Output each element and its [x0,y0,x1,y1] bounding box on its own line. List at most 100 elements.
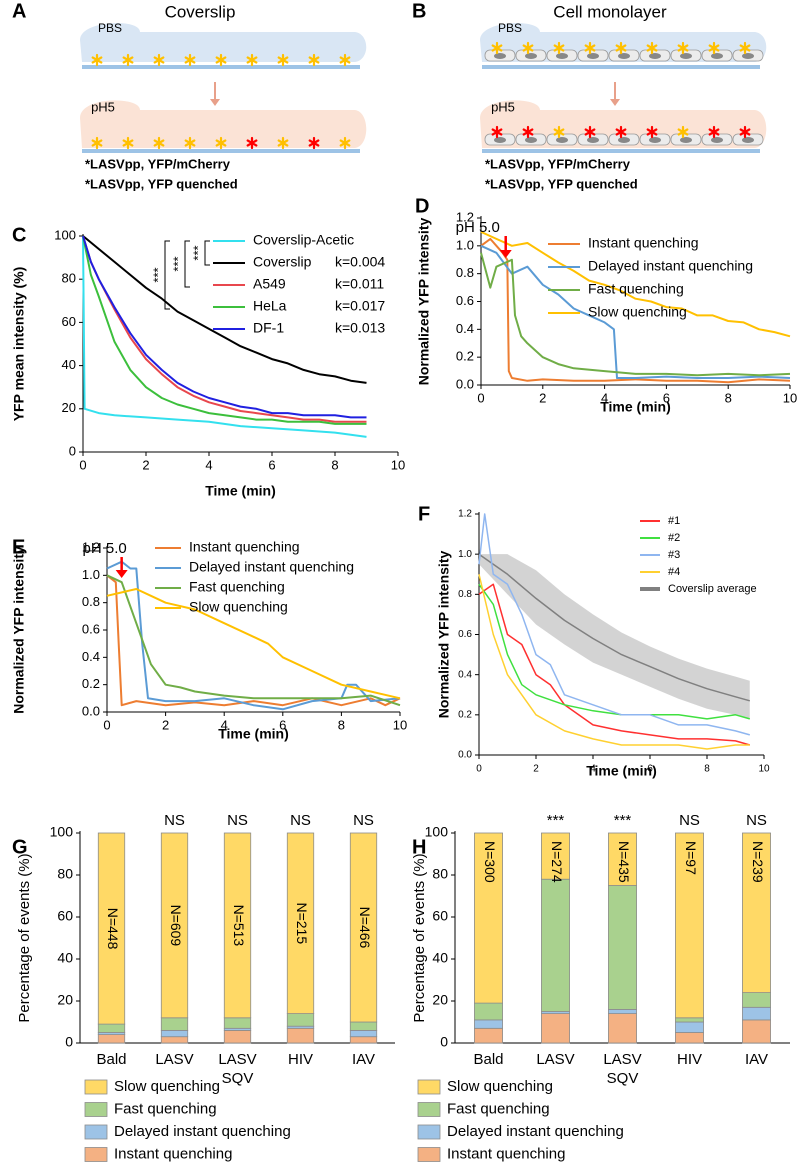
legend-label: Coverslip average [668,583,757,595]
y-tick-label: 0.8 [456,265,474,280]
particle-arm [584,128,596,136]
bar-segment [286,1027,315,1044]
legend-annotation: k=0.017 [335,298,385,314]
particle [277,53,289,67]
y-tick-label: 0.4 [456,321,474,336]
y-tick-label: 0.8 [82,594,100,609]
legend-label: Delayed instant quenching [447,1123,624,1140]
y-axis-label: Percentage of events (%) [411,853,428,1022]
x-tick-label: 6 [268,457,275,472]
legend-annotation: k=0.011 [335,276,384,292]
legend-swatch [84,1124,108,1140]
legend-label: A549 [253,276,286,292]
n-label: N=239 [750,841,766,883]
y-tick-label: 1.2 [458,509,472,520]
x-tick-label: 10 [393,717,407,732]
annotation-arrowhead [499,250,512,258]
y-tick-label: 1.2 [456,209,474,224]
y-tick-label: 0.2 [456,349,474,364]
buffer-label: PBS [498,21,522,35]
y-tick-label: 0.6 [82,621,100,636]
bar-segment [97,1023,126,1033]
particle [184,53,196,67]
x-tick-label: 4 [590,764,596,775]
particle-arm [153,139,165,147]
bar-segment [608,832,637,886]
particle [339,136,351,150]
bar-segment [349,1036,378,1044]
buffer-label: PBS [98,21,122,35]
y-tick-label: 0.2 [458,709,472,720]
bar-segment [675,1032,704,1044]
data-line [82,235,367,425]
nucleus [649,137,661,143]
particle [308,136,320,150]
buffer-label: pH5 [91,99,115,114]
x-tick-label: 2 [142,457,149,472]
particle-arm [153,56,165,64]
particle-arm [339,56,351,64]
panel-label: C [12,224,26,246]
particle [584,125,596,139]
nucleus [618,53,630,59]
panel-label: D [415,195,429,217]
panel-label: B [412,0,426,22]
legend-text: *LASVpp, YFP/mCherry [85,156,231,171]
x-tick-label: 10 [391,457,405,472]
y-tick-label: 0.4 [458,669,472,680]
bar-segment [742,832,771,994]
y-tick-label: 100 [50,824,74,840]
bar-segment [675,1017,704,1023]
y-tick-label: 40 [432,950,448,966]
x-tick-label: Bald [473,1051,503,1068]
x-tick-label: 10 [783,390,797,405]
particle-arm [677,128,689,136]
n-label: N=215 [294,902,310,944]
data-line [82,235,367,384]
particle [522,41,534,55]
nucleus [742,53,754,59]
particle-arm [122,139,134,147]
particle-arm [708,44,720,52]
bar-segment [97,1034,126,1044]
data-line [106,574,401,707]
significance-bracket [204,240,210,266]
particle-arm [522,128,534,136]
y-tick-label: 100 [425,824,449,840]
legend-label: Coverslip [253,254,312,270]
legend-label: Delayed instant quenching [588,258,753,274]
legend-annotation: k=0.013 [335,320,385,336]
y-tick-label: 60 [432,908,448,924]
particle-arm [615,128,627,136]
significance-label: *** [170,256,185,271]
x-tick-sublabel: SQV [607,1070,639,1087]
x-tick-label: 2 [162,717,169,732]
particle [308,53,320,67]
panel-label: G [12,836,28,858]
particle [153,136,165,150]
y-tick-label: 0 [440,1034,448,1050]
y-tick-label: 20 [432,992,448,1008]
legend-swatch [84,1102,108,1117]
x-tick-label: 2 [533,764,539,775]
y-axis-label: YFP mean intensity (%) [11,267,27,422]
annotation-arrowhead [115,570,128,578]
significance-label: NS [679,812,700,829]
y-tick-label: 0 [65,1034,73,1050]
data-line [478,553,751,702]
y-tick-label: 60 [62,314,76,329]
y-tick-label: 1.0 [82,567,100,582]
panel-label: A [12,0,26,22]
buffer-label: pH5 [491,99,515,114]
panel-label: E [12,536,25,558]
legend-label: Instant quenching [114,1145,232,1162]
x-tick-label: 8 [704,764,710,775]
y-tick-label: 60 [57,908,73,924]
x-tick-label: 6 [647,764,653,775]
data-line [480,244,791,379]
y-tick-label: 80 [57,866,73,882]
y-axis-label: Percentage of events (%) [16,853,33,1022]
bar-segment [608,1009,637,1015]
significance-label: NS [353,812,374,829]
bar-segment [160,832,189,1019]
